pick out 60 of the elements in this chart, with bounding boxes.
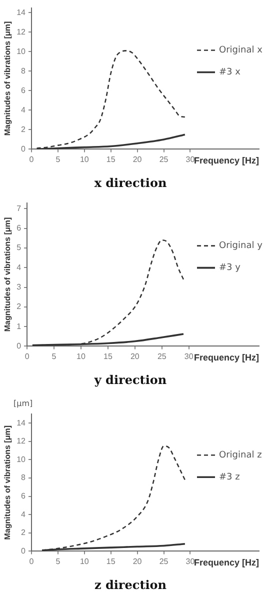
- x-axis-title: Frequency [Hz]: [194, 352, 259, 363]
- x-tick-label: 20: [132, 557, 142, 566]
- x-axis-title: Frequency [Hz]: [194, 156, 259, 166]
- x-tick-label: 20: [132, 155, 142, 164]
- x-tick-label: 5: [56, 155, 61, 164]
- y-tick-label: 2: [16, 302, 22, 312]
- y-axis-title: Magnitudes of vibrations [μm]: [3, 21, 12, 136]
- y-tick-label: 2: [21, 528, 26, 538]
- y-tick-label: 4: [21, 510, 26, 519]
- x-tick-label: 10: [80, 557, 90, 566]
- text: y direction: [93, 372, 167, 387]
- y-axis-title: Magnitudes of vibrations [μm]: [3, 425, 12, 540]
- legend-label: #3 x: [219, 68, 242, 78]
- x-tick-label: 5: [52, 352, 57, 362]
- legend-label: Original x: [219, 46, 264, 56]
- y-tick-label: 6: [16, 224, 22, 233]
- y-tick-label: 5: [16, 243, 22, 252]
- y-tick-label: 14: [16, 418, 26, 428]
- x-tick-label: 15: [106, 557, 116, 566]
- x-tick-label: 5: [56, 557, 61, 566]
- legend-label: Original y: [219, 241, 264, 252]
- x-tick-label: 0: [29, 155, 34, 164]
- y-tick-label: 1: [16, 322, 22, 331]
- y-axis-title: Magnitudes of vibrations [μm]: [3, 217, 12, 332]
- x-axis-title: Frequency [Hz]: [194, 558, 259, 568]
- x-tick-label: 30: [186, 155, 196, 164]
- y-tick-label: 2: [21, 124, 26, 134]
- x-tick-label: 0: [29, 557, 34, 566]
- text: x direction: [94, 176, 167, 190]
- x-tick-label: 30: [186, 557, 196, 566]
- text: z direction: [94, 578, 167, 592]
- y-tick-label: 0: [21, 144, 26, 154]
- x-tick-label: 25: [159, 155, 169, 164]
- y-tick-label: 6: [21, 86, 26, 95]
- legend-label: #3 z: [219, 472, 240, 483]
- y-tick-label: 4: [16, 262, 22, 272]
- x-tick-label: 30: [184, 352, 194, 362]
- y-tick-label: 4: [21, 105, 26, 114]
- legend-label: #3 y: [219, 263, 242, 274]
- x-tick-label: 25: [157, 352, 167, 362]
- y-tick-label: 12: [16, 27, 26, 36]
- legend-label: Original z: [219, 450, 262, 461]
- y-tick-label: 10: [16, 454, 26, 464]
- x-tick-label: 15: [106, 155, 116, 164]
- x-tick-label: 15: [104, 352, 113, 362]
- x-tick-label: 10: [80, 155, 90, 164]
- y-tick-label: 6: [21, 492, 26, 501]
- y-tick-label: 7: [16, 204, 22, 213]
- y-tick-label: 14: [16, 8, 26, 17]
- x-tick-label: 10: [76, 352, 86, 362]
- y-tick-label: 0: [16, 341, 22, 350]
- y-tick-label: 8: [21, 66, 26, 76]
- x-tick-label: 25: [159, 557, 169, 566]
- x-tick-label: 20: [130, 352, 140, 362]
- y-tick-label: 12: [16, 436, 26, 446]
- text: [μm]: [14, 399, 33, 408]
- y-tick-label: 3: [16, 282, 22, 292]
- y-tick-label: 8: [21, 473, 26, 482]
- y-tick-label: 0: [21, 546, 26, 556]
- y-tick-label: 10: [16, 46, 26, 56]
